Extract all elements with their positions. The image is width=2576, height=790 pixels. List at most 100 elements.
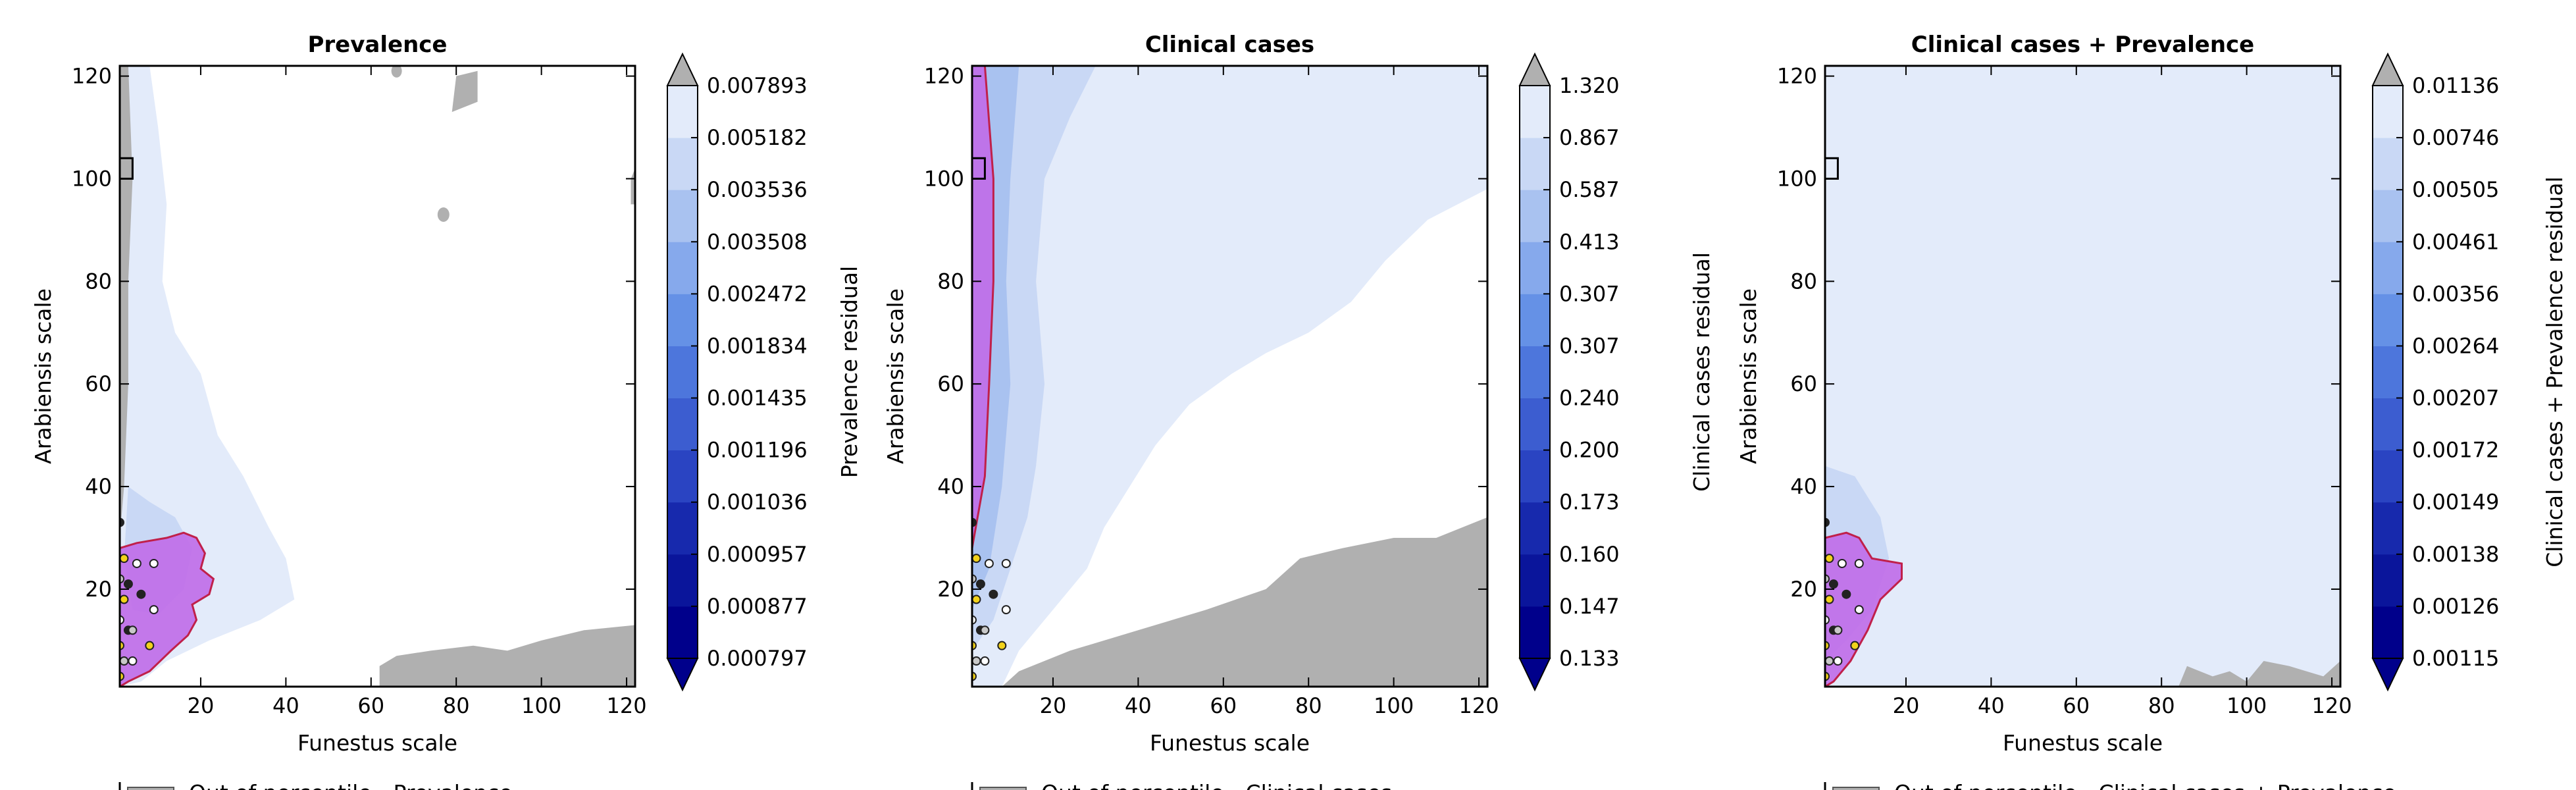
- colorbar-segment: [1520, 398, 1550, 451]
- colorbar-tick-label: 0.173: [1559, 490, 1620, 515]
- sample-point: [120, 594, 129, 604]
- colorbar-tick-label: 0.003536: [707, 177, 808, 202]
- colorbar-segment: [2373, 190, 2403, 242]
- sample-point: [1833, 656, 1843, 666]
- colorbar-tick-label: 0.147: [1559, 594, 1620, 619]
- colorbar-tick-label: 0.307: [1559, 281, 1620, 306]
- colorbar-segment: [1520, 294, 1550, 346]
- colorbar-label: Prevalence residual: [837, 266, 862, 478]
- sample-point: [128, 656, 138, 666]
- legend-label: Out of percentile - Prevalence: [189, 780, 513, 790]
- colorbar-segment: [1520, 554, 1550, 607]
- colorbar-segment: [1520, 450, 1550, 503]
- colorbar-segment: [2373, 502, 2403, 555]
- colorbar-label: Clinical cases + Prevalence residual: [2542, 176, 2567, 567]
- x-tick-label: 120: [2312, 693, 2352, 718]
- plot-frame: [1824, 65, 2342, 688]
- colorbar-tick-label: 0.001435: [707, 386, 808, 411]
- colorbar-segment: [667, 398, 698, 451]
- legend: Out of percentile - Prevalence: [118, 780, 513, 790]
- colorbar-segment: [667, 190, 698, 242]
- colorbar-tick-label: 0.00356: [2412, 281, 2499, 306]
- sample-point: [1825, 554, 1834, 564]
- sample-point: [149, 558, 159, 568]
- sample-point: [984, 558, 994, 568]
- x-tick-label: 120: [607, 693, 647, 718]
- colorbar: 0.133 0.147 0.160 0.173 0.200 0.240 0.307 0.307…: [1518, 52, 1714, 692]
- chart-title: Clinical cases + Prevalence: [1911, 32, 2255, 58]
- plot-area: [1825, 66, 2340, 687]
- colorbar-segment: [1520, 606, 1550, 659]
- legend: Out of percentile - Clinical cases + Pre…: [1824, 780, 2396, 790]
- sample-point: [1825, 656, 1834, 666]
- chart-panel-3: 20 40 60 80 100 120 20 40 60 80 100 120 Clinical cas…: [1736, 32, 2567, 790]
- outside-percentile-blob: [451, 70, 478, 113]
- sample-point: [1825, 594, 1834, 604]
- x-tick-label: 100: [521, 693, 561, 718]
- x-tick-label: 20: [188, 693, 215, 718]
- x-tick-label: 80: [443, 693, 470, 718]
- colorbar-tick-label: 0.00138: [2412, 542, 2499, 567]
- colorbar-extend-bottom: [666, 658, 699, 692]
- colorbar-tick-label: 0.000877: [707, 594, 808, 619]
- y-axis-label: Arabiensis scale: [1736, 288, 1761, 464]
- x-tick-label: 20: [1893, 693, 1920, 718]
- sample-point: [1001, 605, 1011, 615]
- sample-point: [145, 641, 155, 650]
- sample-point: [120, 656, 129, 666]
- colorbar-tick-label: 0.307: [1559, 333, 1620, 358]
- colorbar-tick-label: 0.001036: [707, 490, 808, 515]
- colorbar-segment: [2373, 450, 2403, 503]
- y-tick-label: 120: [924, 64, 964, 89]
- colorbar-segment: [667, 606, 698, 659]
- colorbar-label: Clinical cases residual: [1689, 252, 1714, 492]
- outside-percentile-blob: [631, 168, 635, 205]
- colorbar-segment: [1520, 502, 1550, 555]
- colorbar-segment: [2373, 554, 2403, 607]
- sample-point: [149, 605, 159, 615]
- colorbar-tick-label: 0.000797: [707, 646, 808, 671]
- colorbar-extend-bottom: [2371, 658, 2404, 692]
- colorbar-tick-label: 0.133: [1559, 646, 1620, 671]
- legend-swatch: [979, 787, 1027, 790]
- sample-point: [972, 594, 981, 604]
- y-tick-label: 60: [937, 371, 964, 396]
- sample-point: [972, 554, 981, 564]
- outside-percentile-bottom: [2178, 661, 2340, 687]
- colorbar-segment: [667, 502, 698, 555]
- colorbar-tick-label: 0.005182: [707, 125, 808, 150]
- colorbar-extend-top: [666, 52, 699, 86]
- y-tick-label: 120: [72, 64, 112, 89]
- sample-point: [1001, 558, 1011, 568]
- x-axis-label: Funestus scale: [1150, 730, 1310, 756]
- colorbar-frame: [1519, 85, 1551, 659]
- y-tick-label: 100: [924, 166, 964, 191]
- x-axis-label: Funestus scale: [2003, 730, 2163, 756]
- y-tick-label: 20: [937, 577, 964, 602]
- colorbar-tick-label: 0.00172: [2412, 438, 2499, 463]
- colorbar-extend-top: [1518, 52, 1551, 86]
- colorbar-tick-label: 0.00207: [2412, 386, 2499, 411]
- contour-band-light: [972, 66, 1487, 687]
- plot-area: [972, 66, 1487, 687]
- sample-point: [136, 589, 146, 599]
- sample-point: [1828, 579, 1838, 589]
- legend: Out of percentile - Clinical cases: [971, 780, 1392, 790]
- colorbar-tick-label: 0.867: [1559, 125, 1620, 150]
- sample-point: [1833, 625, 1843, 635]
- colorbar-tick-label: 0.002472: [707, 281, 808, 306]
- colorbar-segment: [1520, 190, 1550, 242]
- sample-point: [997, 641, 1007, 650]
- colorbar-segment: [667, 242, 698, 294]
- colorbar-tick-label: 0.240: [1559, 386, 1620, 411]
- chart-panel-2: 20 40 60 80 100 120 20 40 60 80 100 120 Clinical cas…: [883, 32, 1714, 790]
- plot-frame: [971, 65, 1489, 688]
- legend-swatch: [127, 787, 174, 790]
- outside-percentile-left: [120, 66, 133, 538]
- y-tick-label: 20: [85, 577, 112, 602]
- x-tick-label: 60: [357, 693, 384, 718]
- colorbar-tick-label: 0.007893: [707, 73, 808, 98]
- y-axis-label: Arabiensis scale: [883, 288, 908, 464]
- sample-point: [980, 656, 990, 666]
- x-tick-label: 40: [1978, 693, 2005, 718]
